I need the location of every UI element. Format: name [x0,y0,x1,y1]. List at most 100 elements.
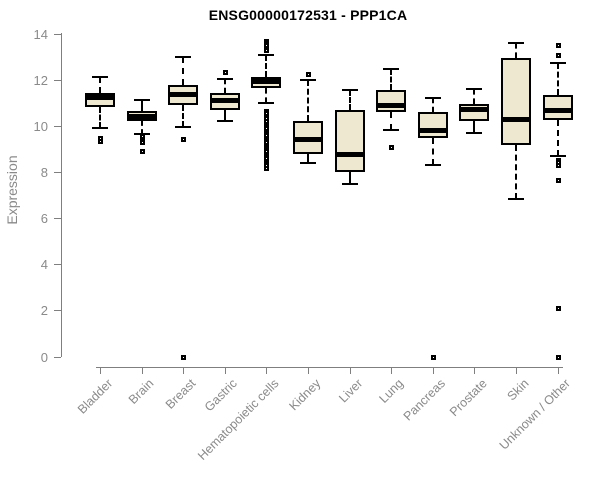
x-tick-label: Skin [504,376,532,404]
x-tick-label: Kidney [286,376,324,414]
median-line [501,117,531,123]
median-line [85,95,115,101]
lower-whisker-cap [92,127,108,130]
median-line [293,136,323,142]
iqr-box [501,58,531,145]
median-line [376,103,407,109]
upper-whisker [348,90,351,110]
x-tick-label: Prostate [446,376,490,420]
upper-whisker-cap [424,97,441,100]
y-axis-tick [54,126,61,128]
outlier-point [555,163,561,169]
upper-whisker-cap [341,89,358,92]
y-axis-tick [54,33,61,35]
y-tick-label: 0 [40,349,48,365]
y-axis-tick [54,172,61,174]
x-axis-tick [308,368,309,374]
median-line [168,91,199,97]
y-tick-label: 10 [33,119,48,135]
upper-whisker [265,54,268,77]
outlier-point [555,354,561,360]
lower-whisker-cap [383,128,400,131]
lower-whisker [348,172,351,184]
y-axis-tick [54,310,61,312]
upper-whisker-cap [133,98,150,101]
x-tick-label: Lung [376,376,407,406]
x-tick-label: Breast [162,376,199,412]
median-line [209,97,240,103]
lower-whisker [556,120,559,157]
median-line [417,127,448,133]
upper-whisker [556,62,559,95]
upper-whisker-cap [508,42,524,45]
outlier-point [389,144,395,150]
lower-whisker-cap [424,164,441,167]
y-tick-label: 6 [40,211,48,227]
lower-whisker-cap [549,155,566,158]
median-line [251,79,282,85]
lower-whisker-cap [508,197,524,200]
lower-whisker [473,121,476,133]
chart-title: ENSG00000172531 - PPP1CA [208,7,408,23]
upper-whisker [99,76,101,93]
iqr-box [542,94,573,121]
x-tick-label: Brain [126,376,157,407]
lower-whisker [390,112,393,130]
lower-whisker-cap [300,161,316,164]
upper-whisker [390,68,393,91]
x-tick-label: Gastric [202,376,241,415]
lower-whisker-cap [133,133,150,136]
y-tick-label: 12 [33,73,48,89]
outlier-point [555,52,561,58]
x-axis-tick [432,368,434,374]
x-axis-tick [557,368,559,374]
upper-whisker-cap [258,53,275,56]
y-tick-label: 14 [33,26,48,42]
x-tick-label: Hematopoietic cells [195,376,282,463]
lower-whisker [307,153,309,163]
upper-whisker-cap [92,75,108,78]
outlier-point [430,354,436,360]
median-line [334,151,365,157]
iqr-box [376,90,407,113]
upper-whisker [182,56,185,85]
x-axis-tick [266,368,268,374]
lower-whisker [265,88,268,104]
lower-whisker [515,144,517,199]
x-axis-tick [141,368,143,374]
outlier-point [555,306,561,312]
x-axis [96,367,563,368]
x-axis-tick [349,368,351,374]
x-tick-label: Pancreas [400,376,449,424]
outlier-point [306,72,311,78]
outlier-point [181,354,187,360]
lower-whisker [99,106,101,129]
x-axis-tick [100,368,101,374]
lower-whisker [431,137,434,166]
median-line [126,113,157,119]
upper-whisker [140,99,143,112]
y-tick-label: 8 [40,165,48,181]
upper-whisker-cap [175,55,192,58]
outlier-point [555,178,561,184]
lower-whisker [140,121,143,135]
outlier-point [264,165,270,171]
y-tick-label: 2 [40,303,48,319]
lower-whisker-cap [258,102,275,105]
lower-whisker-cap [341,182,358,185]
upper-whisker [431,98,434,113]
y-axis-label: Expression [4,155,20,225]
x-tick-label: Bladder [74,376,116,417]
upper-whisker-cap [466,88,483,91]
outlier-point [98,139,103,145]
upper-whisker [223,78,226,93]
lower-whisker-cap [175,126,192,129]
y-axis-tick [54,80,61,82]
x-axis-tick [391,368,393,374]
upper-whisker-cap [383,67,400,70]
upper-whisker [473,89,476,105]
x-axis-tick [224,368,226,374]
lower-whisker [223,109,226,122]
lower-whisker-cap [466,132,483,134]
upper-whisker-cap [300,79,316,82]
